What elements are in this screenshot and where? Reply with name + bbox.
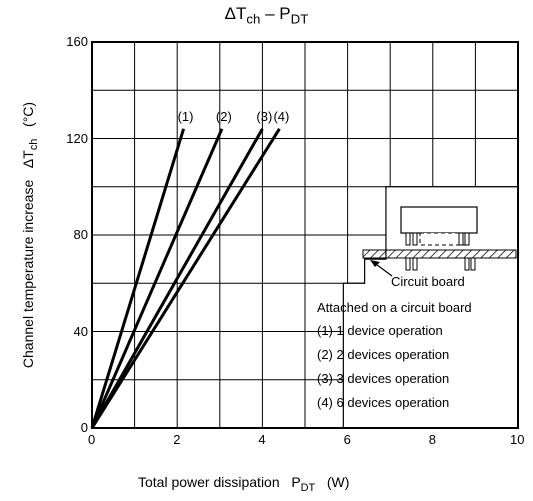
series-line-4: [90, 128, 281, 429]
title-main: ΔT: [224, 4, 247, 23]
y-tick-label: 120: [66, 130, 88, 146]
title-sub-ch: ch: [246, 11, 261, 27]
x-tick-label: 8: [428, 432, 437, 447]
y-axis-label-unit: (°C): [20, 101, 37, 127]
y-axis-label-symbol: ΔT: [20, 150, 37, 169]
x-axis-label: Total power dissipation PDT (W): [138, 474, 349, 494]
device-lead: [412, 232, 418, 246]
title-mid: – P: [260, 4, 291, 23]
x-tick-label: 4: [258, 432, 266, 447]
x-axis-label-symbol: P: [291, 474, 301, 490]
x-tick-label: 2: [173, 432, 181, 447]
x-tick-label: 6: [343, 432, 351, 447]
legend-item: (3) 3 devices operation: [317, 371, 450, 386]
legend-title: Attached on a circuit board: [317, 300, 472, 315]
series-label-3: (3): [256, 108, 273, 124]
x-axis-label-sub: DT: [300, 481, 316, 494]
y-tick-label: 0: [80, 420, 88, 435]
device-lead: [464, 232, 470, 246]
circuit-board-diagram: [362, 206, 517, 277]
series-label-1: (1): [177, 108, 194, 124]
device-lead: [458, 232, 464, 246]
y-tick-label: 40: [73, 323, 88, 339]
board-pointer-arrowhead: [370, 260, 380, 267]
device-lead: [405, 232, 411, 246]
x-axis-label-text: Total power dissipation: [138, 474, 280, 490]
plot-frame: [91, 41, 519, 429]
y-axis-label-sub: ch: [27, 138, 40, 151]
device-lead-through: [412, 257, 418, 271]
y-tick-label: 160: [66, 34, 88, 49]
series-line-3: [90, 128, 264, 429]
series-label-4: (4): [273, 108, 290, 124]
device-lead-through: [470, 257, 476, 271]
y-axis-label-text: Channel temperature increase: [20, 179, 37, 369]
x-axis-label-unit: (W): [326, 474, 350, 490]
x-tick-label: 10: [510, 432, 525, 447]
device-pad-outline: [419, 232, 470, 246]
legend-item: (1) 1 device operation: [317, 323, 443, 338]
legend-item: (2) 2 devices operation: [317, 347, 450, 362]
series-line-1: [90, 128, 186, 429]
y-tick-label: 80: [73, 227, 88, 242]
device-lead-through: [464, 257, 470, 271]
circuit-board-label: Circuit board: [391, 274, 465, 289]
series-line-2: [90, 128, 224, 429]
series-label-2: (2): [215, 108, 232, 124]
title-sub-dt: DT: [290, 11, 309, 27]
y-axis-label: Channel temperature increase ΔTch (°C): [20, 102, 40, 368]
circuit-board: [362, 249, 517, 259]
device-lead-through: [405, 257, 411, 271]
chart-title: ΔTch – PDT: [0, 4, 533, 26]
legend-item: (4) 6 devices operation: [317, 395, 450, 410]
device-package: [400, 206, 478, 234]
series-lines: [90, 128, 281, 429]
x-tick-label: 0: [88, 432, 96, 447]
